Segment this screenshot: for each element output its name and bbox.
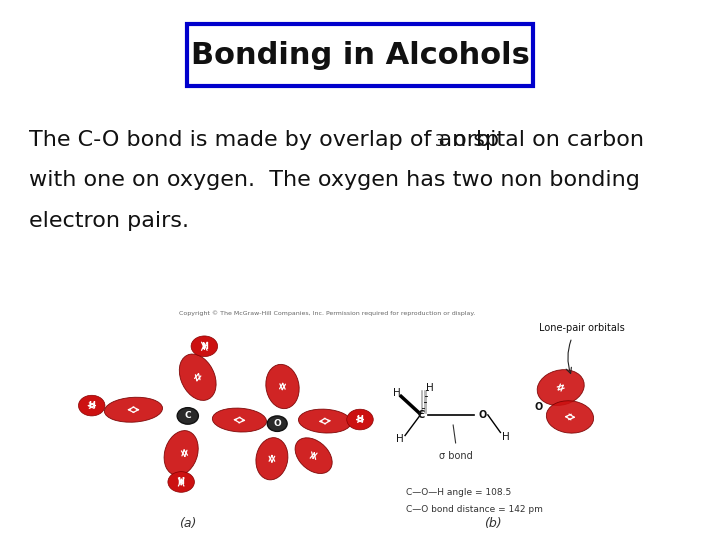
Circle shape [267,416,287,431]
Text: C: C [418,410,425,420]
Text: (b): (b) [484,517,501,530]
Text: O: O [478,410,487,420]
Text: H: H [396,434,404,444]
Text: H: H [426,382,433,393]
Text: C: C [184,411,191,421]
Ellipse shape [104,397,163,422]
Ellipse shape [164,430,198,476]
Text: O: O [274,419,281,428]
Circle shape [347,409,373,430]
Text: C—O bond distance = 142 pm: C—O bond distance = 142 pm [406,505,544,514]
Text: H: H [89,401,95,410]
Text: H: H [356,415,364,424]
Text: σ bond: σ bond [439,451,473,461]
Ellipse shape [299,409,351,433]
Circle shape [177,408,199,424]
Circle shape [191,336,217,356]
Text: H: H [502,431,510,442]
Text: Bonding in Alcohols: Bonding in Alcohols [191,41,529,70]
Circle shape [78,395,105,416]
FancyBboxPatch shape [187,24,533,86]
Text: The C-O bond is made by overlap of an sp: The C-O bond is made by overlap of an sp [29,130,499,150]
Text: with one on oxygen.  The oxygen has two non bonding: with one on oxygen. The oxygen has two n… [29,170,639,190]
Ellipse shape [546,401,593,433]
Text: Copyright © The McGraw-Hill Companies, Inc. Permission required for reproduction: Copyright © The McGraw-Hill Companies, I… [179,310,475,316]
Text: O: O [535,402,543,411]
Ellipse shape [212,408,266,432]
Circle shape [168,471,194,492]
Text: Lone-pair orbitals: Lone-pair orbitals [539,323,625,333]
Ellipse shape [266,364,300,409]
Ellipse shape [256,437,288,480]
Ellipse shape [537,370,584,406]
Text: electron pairs.: electron pairs. [29,211,189,231]
Text: C—O—H angle = 108.5: C—O—H angle = 108.5 [406,488,512,497]
Text: 3: 3 [435,134,445,149]
Ellipse shape [179,354,216,400]
Text: (a): (a) [179,517,197,530]
Text: H: H [201,342,208,351]
Text: orbital on carbon: orbital on carbon [446,130,644,150]
Text: H: H [392,388,400,397]
Ellipse shape [295,438,332,474]
Text: H: H [178,477,184,487]
